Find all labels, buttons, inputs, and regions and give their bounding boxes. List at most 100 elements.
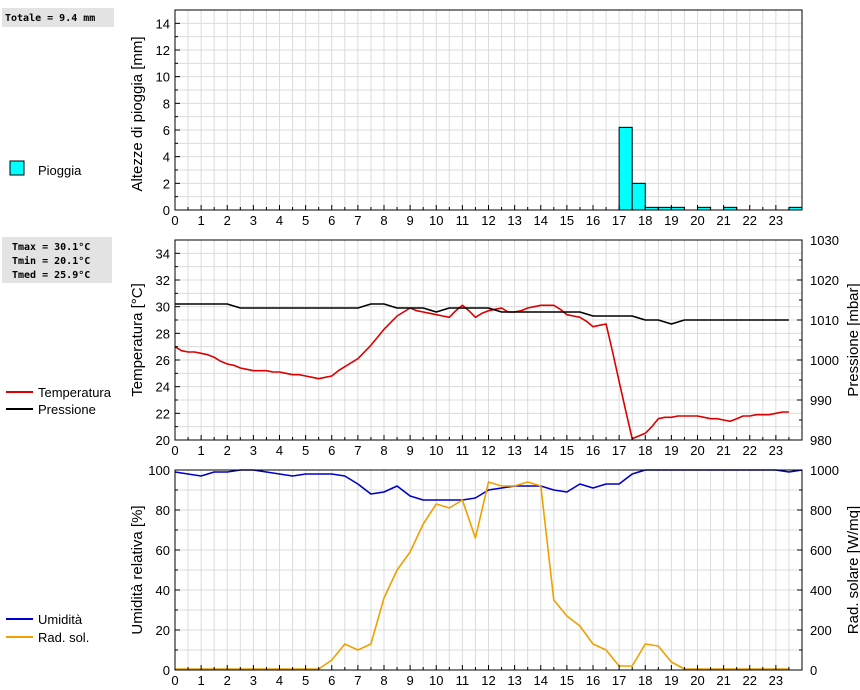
- y-tick-label: 40: [156, 583, 170, 598]
- y2-tick-label: 990: [810, 393, 832, 408]
- y-tick-label: 14: [156, 16, 170, 31]
- x-tick-label: 11: [456, 443, 470, 458]
- y-tick-label: 0: [163, 203, 170, 218]
- x-tick-label: 14: [534, 673, 548, 688]
- pressure-legend-label: Pressione: [38, 402, 96, 417]
- temp-legend-label: Temperatura: [38, 385, 112, 400]
- y-tick-label: 34: [156, 246, 170, 261]
- rain-total-box: Totale = 9.4 mm: [2, 8, 114, 27]
- x-tick-label: 6: [328, 673, 335, 688]
- x-tick-label: 3: [250, 213, 257, 228]
- y2-tick-label: 0: [810, 663, 817, 678]
- y-tick-label: 4: [163, 150, 170, 165]
- y-tick-label: 20: [156, 623, 170, 638]
- x-tick-label: 7: [354, 443, 361, 458]
- x-tick-label: 16: [586, 673, 600, 688]
- tmin-text: Tmin = 20.1°C: [12, 255, 90, 267]
- x-tick-label: 18: [638, 673, 652, 688]
- y2-tick-label: 1030: [810, 233, 839, 248]
- x-tick-label: 2: [224, 213, 231, 228]
- x-tick-label: 7: [354, 213, 361, 228]
- temp-stats-box-bg: [2, 237, 112, 283]
- x-tick-label: 10: [429, 443, 443, 458]
- y-tick-label: 0: [163, 663, 170, 678]
- y2-tick-label: 1010: [810, 313, 839, 328]
- x-tick-label: 5: [302, 673, 309, 688]
- x-tick-label: 3: [250, 443, 257, 458]
- x-tick-label: 2: [224, 443, 231, 458]
- x-tick-label: 11: [456, 673, 470, 688]
- x-tick-label: 19: [664, 443, 678, 458]
- y2-tick-label: 1020: [810, 273, 839, 288]
- x-tick-label: 14: [534, 213, 548, 228]
- x-tick-label: 9: [407, 443, 414, 458]
- x-tick-label: 9: [407, 673, 414, 688]
- x-tick-label: 21: [716, 213, 730, 228]
- x-tick-label: 2: [224, 673, 231, 688]
- rain-bar: [631, 182, 646, 211]
- series-line-rad-sol-: [175, 481, 789, 670]
- x-tick-label: 13: [507, 443, 521, 458]
- y-tick-label: 20: [156, 433, 170, 448]
- y-tick-label: 100: [148, 463, 170, 478]
- y2-tick-label: 800: [810, 503, 832, 518]
- x-tick-label: 7: [354, 673, 361, 688]
- panel-2: 0 1 2 3 4 5 6 7 8 9 10 11 12 13 14 15 16 17 18 19 20 21 22 2302…: [148, 463, 839, 688]
- radiation-ylabel: Rad. solare [W/mq]: [845, 506, 860, 634]
- x-tick-label: 17: [612, 673, 626, 688]
- x-tick-label: 21: [716, 673, 730, 688]
- y2-tick-label: 980: [810, 433, 832, 448]
- x-tick-label: 1: [198, 443, 205, 458]
- x-tick-label: 6: [328, 443, 335, 458]
- x-tick-label: 18: [638, 213, 652, 228]
- x-tick-label: 8: [380, 443, 387, 458]
- x-tick-label: 22: [743, 213, 757, 228]
- x-tick-label: 12: [481, 443, 495, 458]
- y-tick-label: 10: [156, 70, 170, 85]
- x-tick-label: 12: [481, 213, 495, 228]
- x-tick-label: 19: [664, 673, 678, 688]
- x-tick-label: 1: [198, 213, 205, 228]
- series-line-pressione: [175, 303, 789, 325]
- y-tick-label: 2: [163, 176, 170, 191]
- y-tick-label: 26: [156, 353, 170, 368]
- rain-total-text: Totale = 9.4 mm: [5, 13, 95, 24]
- humidity-legend: Umidità Rad. sol.: [6, 612, 89, 645]
- y2-tick-label: 1000: [810, 463, 839, 478]
- panel-1: 0 1 2 3 4 5 6 7 8 9 10 11 12 13 14 15 16 17 18 19 20 21 22 2320…: [156, 233, 839, 458]
- x-tick-label: 15: [560, 673, 574, 688]
- pressure-ylabel: Pressione [mbar]: [845, 283, 860, 396]
- rain-ylabel: Altezze di pioggia [mm]: [129, 36, 146, 191]
- x-tick-label: 10: [429, 673, 443, 688]
- tmax-text: Tmax = 30.1°C: [12, 242, 90, 253]
- x-tick-label: 12: [481, 673, 495, 688]
- x-tick-label: 13: [507, 213, 521, 228]
- y2-tick-label: 200: [810, 623, 832, 638]
- x-tick-label: 1: [198, 673, 205, 688]
- x-tick-label: 20: [690, 443, 704, 458]
- y-tick-label: 24: [156, 380, 170, 395]
- x-tick-label: 15: [560, 213, 574, 228]
- x-tick-label: 4: [276, 443, 283, 458]
- x-tick-label: 3: [250, 673, 257, 688]
- x-tick-label: 20: [690, 213, 704, 228]
- x-tick-label: 16: [586, 443, 600, 458]
- x-tick-label: 6: [328, 213, 335, 228]
- x-tick-label: 23: [769, 443, 783, 458]
- x-tick-label: 22: [743, 673, 757, 688]
- x-tick-label: 19: [664, 213, 678, 228]
- x-tick-label: 20: [690, 673, 704, 688]
- x-tick-label: 18: [638, 443, 652, 458]
- y2-tick-label: 1000: [810, 353, 839, 368]
- x-tick-label: 14: [534, 443, 548, 458]
- radiation-legend-label: Rad. sol.: [38, 630, 89, 645]
- y-tick-label: 28: [156, 326, 170, 341]
- x-tick-label: 17: [612, 443, 626, 458]
- x-tick-label: 0: [171, 443, 178, 458]
- panel-0: 0 1 2 3 4 5 6 7 8 9 10 11 12 13 14 15 16 17 18 19 20 21 22 2302…: [156, 9, 803, 228]
- y-tick-label: 80: [156, 503, 170, 518]
- y-tick-label: 30: [156, 300, 170, 315]
- tmed-text: Tmed = 25.9°C: [12, 270, 90, 281]
- x-tick-label: 16: [586, 213, 600, 228]
